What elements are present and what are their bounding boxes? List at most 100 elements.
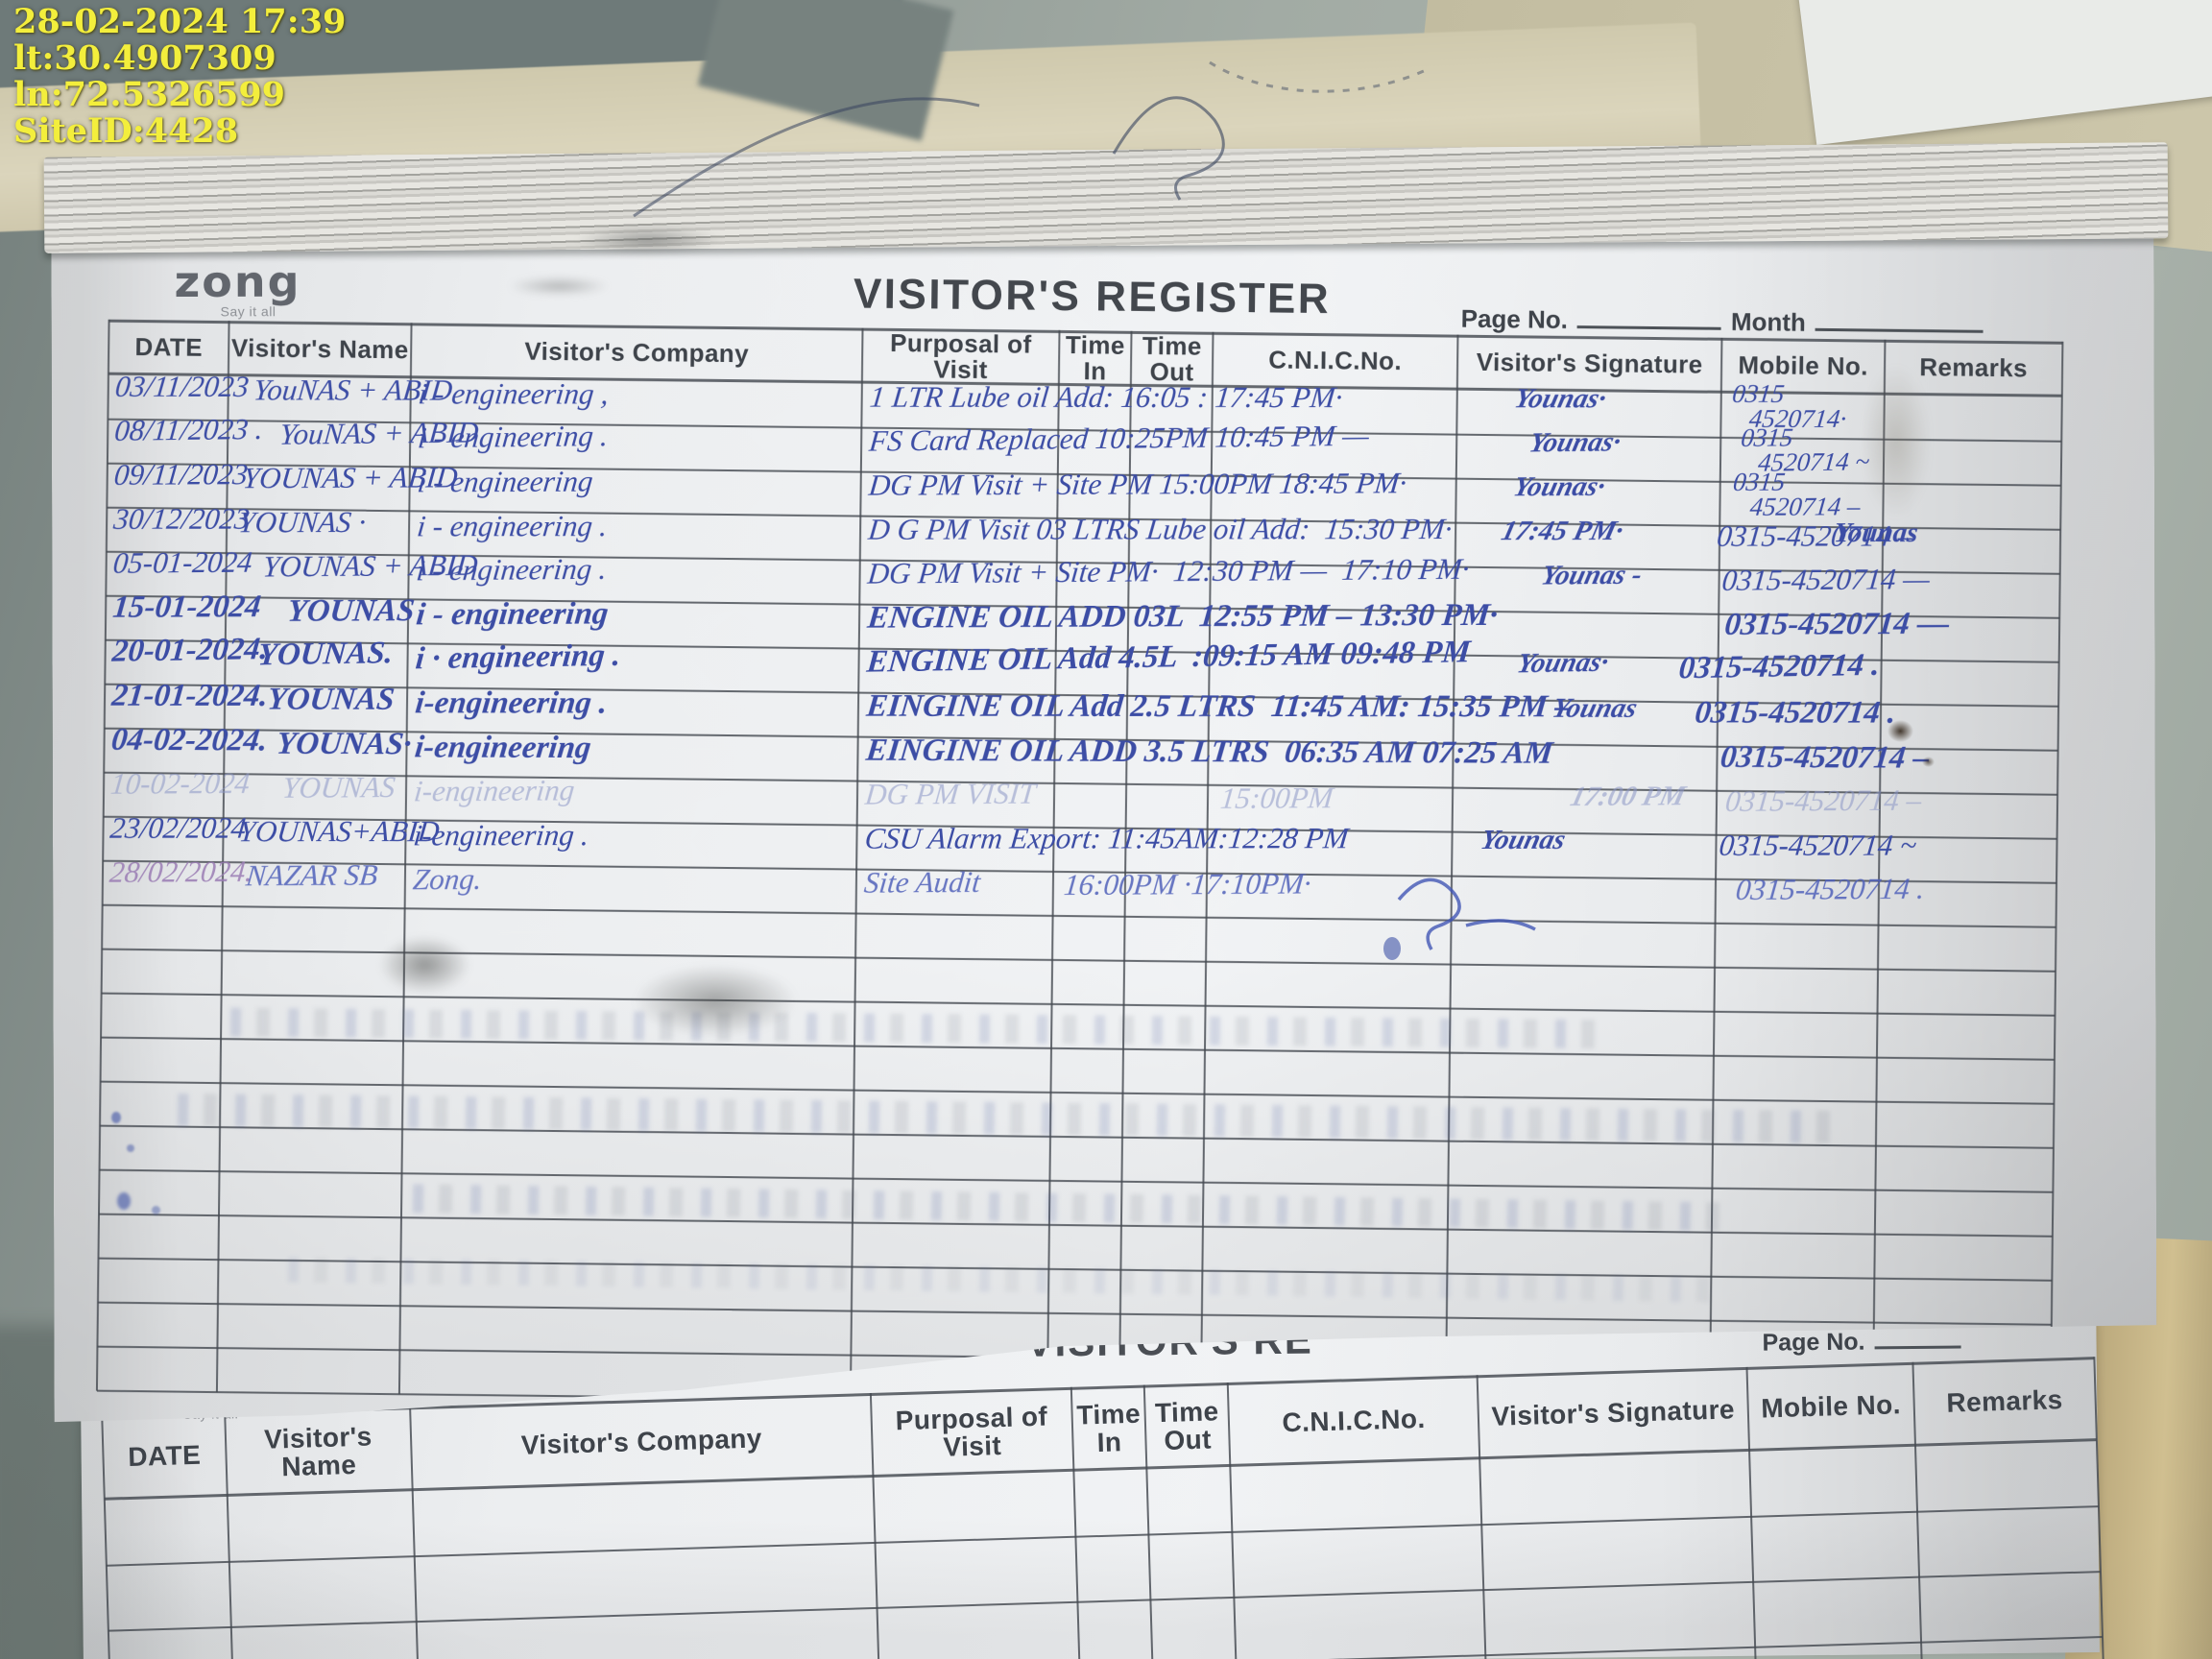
column-header: Mobile No.	[1760, 1389, 1902, 1424]
column-header: Visitor's Company	[524, 336, 750, 369]
entry-mobile: 0315-4520714 –	[1719, 739, 1932, 776]
entry-date: 09/11/2023	[112, 457, 250, 492]
entry-signature: Younas·	[1510, 470, 1609, 503]
entry-date: 08/11/2023 .	[112, 411, 265, 447]
ink-dot	[117, 1192, 131, 1210]
table-horizontal-line	[109, 1636, 2103, 1659]
column-header: C.N.I.C.No.	[1282, 1404, 1426, 1438]
entry-mobile: 0315-4520714 –	[1723, 782, 1924, 818]
column-header: Time Out	[1154, 1395, 1219, 1455]
entry-name: YOUNAS	[285, 593, 417, 629]
column-header: Visitor's Name	[263, 1421, 373, 1482]
entry-date: 28/02/2024.	[108, 854, 255, 889]
entry-purpose: DG PM Visit + Site PM· 12:30 PM — 17:10 …	[866, 551, 1472, 590]
ink-dot	[127, 1144, 134, 1152]
entry-signature: Younas·	[1526, 426, 1624, 459]
table-horizontal-line	[108, 1571, 2101, 1632]
entry-date: 15-01-2024	[110, 589, 263, 625]
entry-mobile: 0315-4520714 —	[1722, 606, 1952, 642]
entry-mobile: 0315 4520714 –	[1729, 467, 1863, 521]
table-vertical-line	[2050, 342, 2064, 1413]
entry-company: Zong.	[411, 861, 484, 897]
dark-stain	[1922, 757, 1935, 767]
entry-signature: Younas	[1549, 692, 1641, 724]
table-vertical-line	[96, 320, 110, 1391]
entry-purpose: FS Card Replaced 10:25PM 10:45 PM —	[867, 418, 1371, 458]
entry-company: i - engineering	[414, 596, 611, 633]
entry-purpose: Site Audit	[862, 864, 982, 900]
ink-dot	[111, 1112, 121, 1123]
table-horizontal-line	[103, 904, 2056, 928]
dark-stain	[1887, 720, 1913, 742]
entry-company: i-engineering	[413, 730, 593, 766]
margin-stain	[1863, 365, 1930, 518]
month-label: Month	[1730, 306, 1807, 337]
entry-date: 21-01-2024.	[109, 678, 270, 713]
entry-signature: Younas·	[1511, 383, 1610, 415]
entry-company: i · engineering .	[414, 637, 623, 677]
register-table-1: VISITOR'S REGISTER Page No. Month DATE Vis…	[97, 320, 2063, 1413]
entry-signature: 17:45 PM·	[1498, 516, 1627, 547]
entry-name: YOUNAS·	[275, 726, 414, 762]
entry-name: YOUNAS ·	[236, 505, 369, 540]
entry-purpose: EINGINE OIL ADD 3.5 LTRS 06:35 AM 07:25 …	[864, 733, 1555, 771]
entry-date: 30/12/2023	[111, 501, 252, 536]
column-header: Visitor's Name	[230, 333, 409, 365]
entry-company: i-engineering	[412, 773, 577, 808]
page-no-month: Page No. Month	[1460, 304, 1984, 340]
entry-purpose: DG PM VISIT	[863, 776, 1038, 811]
page2-page-no: Page No.	[1762, 1327, 1961, 1357]
table-horizontal-line	[100, 1169, 2054, 1193]
entry-purpose: D G PM Visit 03 LTRS Lube oil Add: 15:30…	[866, 512, 1455, 546]
entry-purpose: CSU Alarm Export: 11:45AM:12:28 PM	[863, 821, 1351, 855]
entry-company: i - engineering .	[415, 551, 609, 588]
month-rule	[1815, 327, 1984, 333]
entry-company: i - engineering .	[416, 419, 611, 455]
entry-name: YOUNAS	[265, 682, 397, 717]
entry-company: i - engineering ,	[417, 376, 612, 411]
entry-mobile: 0315-4520714 ~	[1718, 828, 1919, 862]
entry-name: YOUNAS+ABID	[237, 814, 442, 849]
zong-wordmark: zong	[174, 256, 301, 307]
entry-mobile: 0315-4520714 .	[1734, 871, 1927, 906]
entry-company: i-engineering .	[413, 685, 610, 721]
gray-smudge	[379, 936, 470, 994]
entry-purpose: 1 LTR Lube oil Add: 16:05 : 17:45 PM·	[868, 379, 1345, 415]
entry-purpose: ENGINE OIL Add 4.5L :09:15 AM 09:48 PM	[865, 635, 1472, 680]
entry-cnic: 15:00PM	[1218, 781, 1335, 815]
table-vertical-line	[850, 328, 864, 1400]
entry-date: 10-02-2024	[108, 765, 252, 801]
ink-dot	[152, 1206, 160, 1214]
entry-purpose: DG PM Visit + Site PM 15:00PM 18:45 PM·	[867, 466, 1408, 502]
stamp-datetime: 28-02-2024 17:39	[13, 2, 347, 41]
column-header: Visitor's Company	[520, 1423, 763, 1461]
entry-date: 20-01-2024.	[110, 632, 270, 669]
entry-company: i - engineering .	[415, 509, 610, 543]
page-no-label: Page No.	[1762, 1328, 1865, 1357]
entry-signature: Younas	[1478, 824, 1569, 855]
camera-stamp-overlay: 28-02-2024 17:39 lt:30.4907309 ln:72.532…	[13, 4, 346, 150]
entry-mobile: 0315-4520714 .	[1693, 695, 1898, 731]
column-header: Time In	[1076, 1398, 1142, 1458]
column-header: Time Out	[1142, 330, 1202, 387]
entry-date: 04-02-2024.	[109, 722, 270, 758]
page-no-rule	[1874, 1344, 1961, 1350]
gray-smudge	[634, 965, 797, 1037]
gray-streak	[509, 276, 610, 296]
entry-signature: Younas -	[1538, 559, 1646, 591]
entry-name: YOUNAS	[280, 770, 397, 805]
entry-signature: Younas·	[1514, 646, 1612, 680]
signature-scribble	[1383, 878, 1536, 960]
table-horizontal-line	[106, 1505, 2099, 1567]
entry-date: 03/11/2023	[113, 369, 252, 403]
pen-scribble	[633, 60, 1427, 218]
zong-logo: zong Say it all	[174, 255, 301, 319]
gray-streak	[576, 227, 720, 253]
stamp-longitude: ln:72.5326599	[13, 75, 286, 114]
page-no-label: Page No.	[1460, 303, 1569, 334]
entry-name: YOUNAS.	[256, 636, 395, 673]
column-header: Remarks	[1946, 1384, 2063, 1419]
entry-mobile: 0315-4520714 .	[1677, 647, 1882, 686]
stamp-latitude: lt:30.4907309	[13, 38, 276, 78]
page-title: VISITOR'S REGISTER	[853, 270, 1332, 324]
